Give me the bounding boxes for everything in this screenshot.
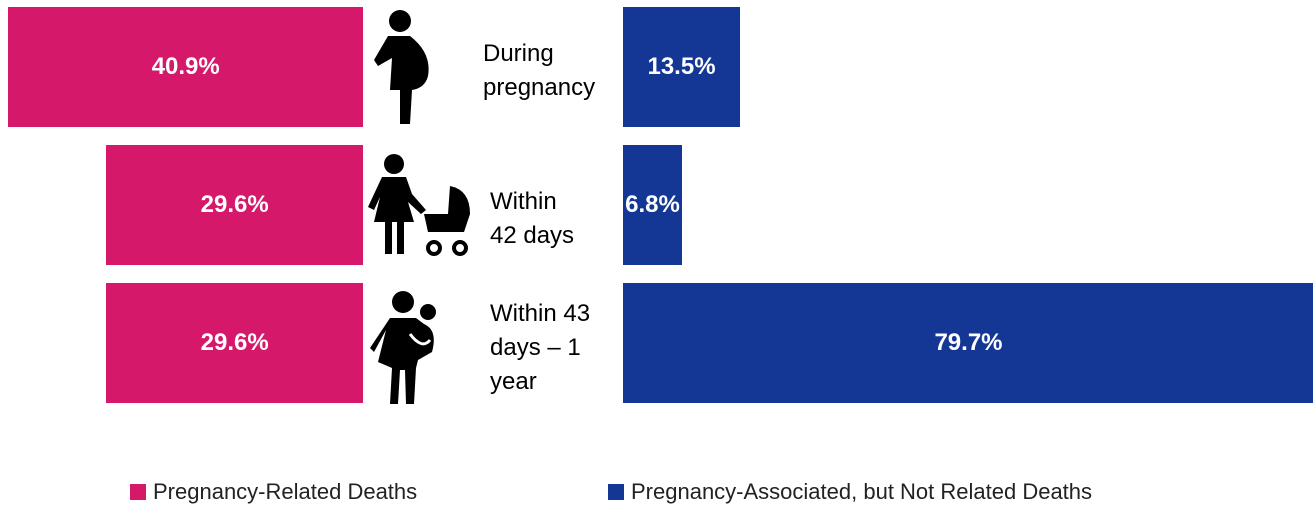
bar xyxy=(106,145,363,265)
value-label: 40.9% xyxy=(151,53,220,80)
value-label: 13.5% xyxy=(647,53,716,80)
category-label: During pregnancy xyxy=(483,40,596,101)
bar xyxy=(8,7,363,127)
bar xyxy=(623,145,682,265)
bar xyxy=(623,7,741,127)
category-label: Within 42 days xyxy=(490,188,575,249)
legend-swatch xyxy=(130,484,146,500)
legend-label: Pregnancy-Associated, but Not Related De… xyxy=(631,479,1093,504)
value-label: 6.8% xyxy=(625,191,680,218)
bar xyxy=(106,283,363,403)
legend-label: Pregnancy-Related Deaths xyxy=(153,479,418,504)
legend-swatch xyxy=(608,484,624,500)
bar xyxy=(623,283,1313,403)
value-label: 29.6% xyxy=(200,191,269,218)
infant-icon xyxy=(370,291,436,404)
category-label: Within 43 days – 1 year xyxy=(490,300,591,395)
value-label: 79.7% xyxy=(934,329,1003,356)
value-label: 29.6% xyxy=(200,329,269,356)
stroller-icon xyxy=(368,154,470,256)
pregnant-icon xyxy=(374,10,429,124)
